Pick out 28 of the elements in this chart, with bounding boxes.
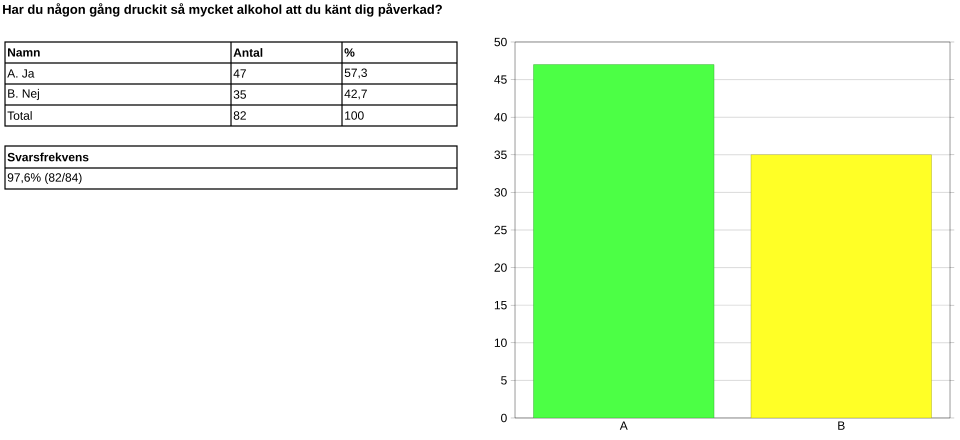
y-tick-label: 20 — [494, 263, 507, 272]
x-tick-label: B — [838, 422, 845, 430]
text: B. Nej — [8, 88, 39, 100]
text: % — [344, 48, 355, 57]
y-tick-label: 0 — [501, 414, 507, 422]
y-tick-label: 45 — [494, 75, 507, 84]
text: Svarsfrekvens — [8, 152, 88, 162]
y-tick-label: 10 — [494, 338, 507, 348]
text: 97,6% (82/84) — [8, 172, 82, 184]
y-tick-label: 25 — [494, 226, 507, 234]
y-tick-label: 40 — [494, 112, 507, 122]
y-tick-label: 50 — [494, 38, 507, 46]
text: A. Ja — [7, 69, 34, 78]
text: Namn — [8, 48, 40, 57]
text: 47 — [233, 69, 246, 78]
text: Antal — [234, 48, 262, 57]
text: 82 — [234, 111, 246, 120]
text: 35 — [234, 90, 246, 99]
text: Har du någon gång druckit så mycket alkohol att du känt dig påverkad? — [3, 3, 442, 17]
text: Total — [7, 111, 32, 120]
text: 42,7 — [344, 90, 367, 100]
text: 57,3 — [344, 68, 367, 78]
y-tick-label: 35 — [494, 150, 507, 160]
y-tick-label: 15 — [494, 301, 507, 310]
y-tick-label: 30 — [494, 188, 507, 197]
text: 100 — [345, 111, 364, 120]
y-tick-label: 5 — [501, 376, 507, 385]
x-tick-label: A — [620, 422, 628, 430]
